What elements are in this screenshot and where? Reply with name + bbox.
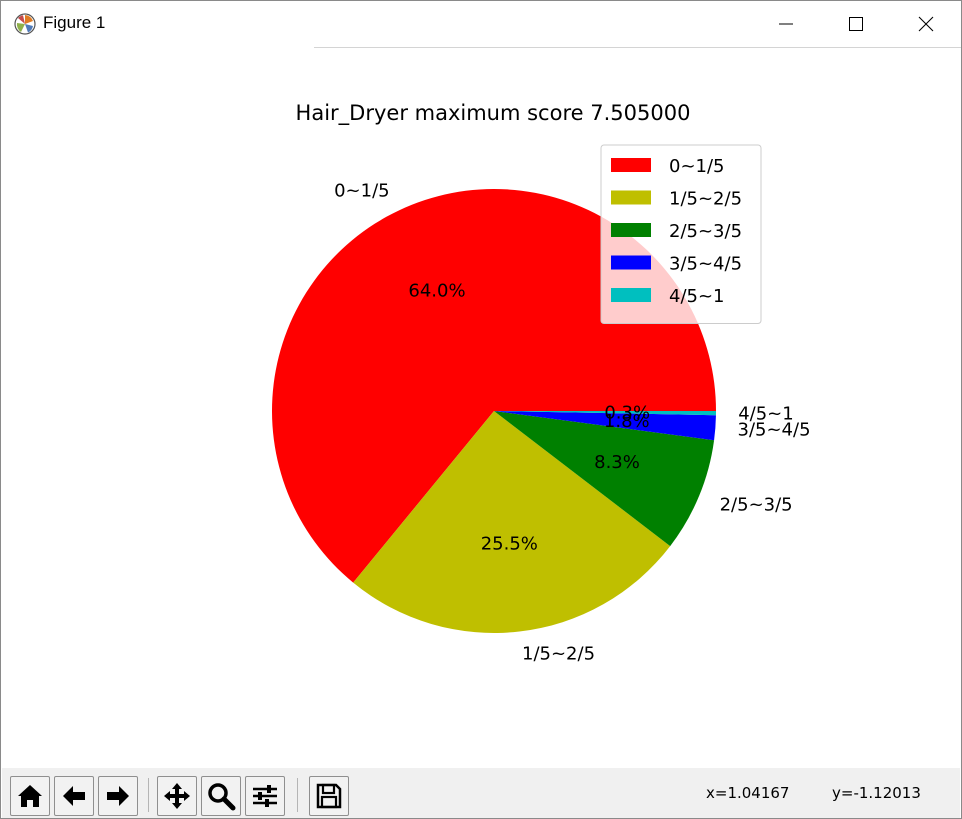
forward-arrow-icon (107, 786, 129, 806)
zoom-button[interactable] (201, 776, 241, 816)
slice-percent-label: 8.3% (594, 452, 640, 473)
back-arrow-icon (63, 786, 85, 806)
y-coordinate-readout: y=-1.12013 (832, 784, 921, 802)
legend-label: 2/5~3/5 (669, 221, 742, 242)
back-button[interactable] (54, 776, 94, 816)
configure-subplots-button[interactable] (245, 776, 285, 816)
legend-swatch (611, 223, 651, 237)
slice-percent-label: 0.3% (604, 402, 650, 423)
legend-swatch (611, 158, 651, 172)
toolbar-separator (148, 778, 149, 812)
close-button[interactable] (903, 1, 949, 47)
window-title: Figure 1 (43, 13, 106, 32)
chart-title: Hair_Dryer maximum score 7.505000 (296, 101, 691, 126)
slice-percent-label: 64.0% (408, 281, 465, 302)
pie-slice-2 (353, 411, 671, 634)
legend-label: 3/5~4/5 (669, 254, 742, 275)
pan-button[interactable] (157, 776, 197, 816)
slice-category-label: 0~1/5 (334, 180, 390, 201)
slice-category-label: 4/5~1 (738, 403, 794, 424)
slice-category-label: 3/5~4/5 (738, 419, 811, 440)
configure-subplots-icon (253, 785, 277, 807)
legend-frame (600, 144, 762, 324)
maximize-icon (849, 17, 863, 31)
legend-swatch (611, 255, 651, 270)
maximize-button[interactable] (833, 1, 879, 47)
legend: 0~1/5 1/5~2/5 2/5~3/5 3/5~4/5 4/5~1 (600, 144, 762, 324)
legend-label: 0~1/5 (669, 156, 725, 177)
minimize-button[interactable] (763, 1, 809, 47)
slice-category-label: 2/5~3/5 (720, 495, 793, 516)
legend-swatch (611, 288, 651, 302)
legend-swatch (611, 190, 651, 205)
zoom-icon (208, 783, 236, 811)
toolbar-separator (297, 778, 298, 812)
pie-slice-5 (494, 411, 716, 416)
slice-percent-label: 1.8% (604, 411, 650, 432)
save-button[interactable] (309, 776, 349, 816)
pie-slice-4 (494, 411, 716, 441)
navigation-toolbar (2, 768, 960, 818)
home-button[interactable] (10, 776, 50, 816)
minimize-icon (779, 23, 793, 25)
matplotlib-logo-icon (14, 13, 36, 35)
forward-button[interactable] (98, 776, 138, 816)
title-separator (314, 47, 961, 48)
legend-label: 1/5~2/5 (669, 189, 742, 210)
save-icon (316, 783, 342, 809)
slice-category-label: 1/5~2/5 (522, 644, 595, 665)
legend-label: 4/5~1 (669, 286, 725, 307)
x-coordinate-readout: x=1.04167 (706, 784, 790, 802)
home-icon (18, 785, 42, 807)
pie-chart-figure: Hair_Dryer maximum score 7.505000 64.0% 0… (272, 101, 811, 665)
pan-icon (164, 783, 190, 809)
pie-slice-3 (494, 411, 715, 547)
slice-percent-label: 25.5% (481, 533, 538, 554)
title-bar[interactable]: Figure 1 (1, 1, 961, 47)
close-icon (918, 16, 934, 32)
